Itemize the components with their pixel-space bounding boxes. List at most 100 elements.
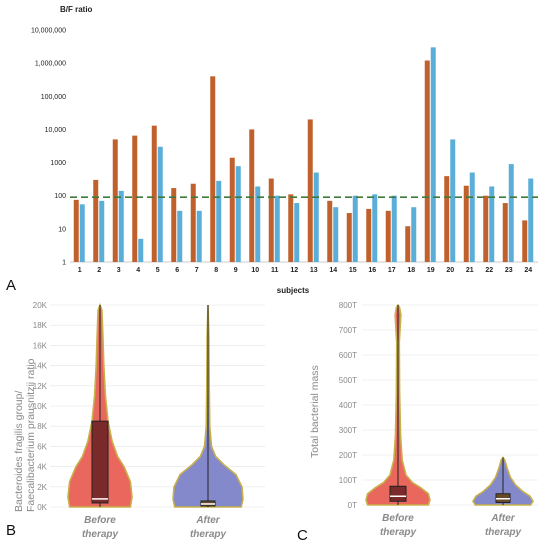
boxplot-before-box: [389, 485, 407, 502]
bar-2: [313, 172, 319, 262]
x-tick-label: 14: [329, 267, 337, 274]
bar-1: [483, 195, 489, 262]
bar-1: [151, 125, 157, 262]
y-tick-label: 0T: [348, 501, 357, 510]
category-label: therapy: [190, 529, 227, 540]
x-tick-label: 4: [136, 267, 140, 274]
y-tick-label: 2K: [37, 483, 47, 492]
panel-letter-b: B: [6, 522, 16, 539]
category-label: After: [490, 513, 515, 524]
y-axis-title-line-1: Bacteroides fragilis group/: [13, 391, 25, 512]
bar-1: [190, 183, 196, 262]
y-tick-label: 400T: [339, 401, 357, 410]
y-tick-label: 1,000,000: [35, 61, 66, 68]
x-axis-title: subjects: [277, 286, 310, 295]
y-tick-label: 700T: [339, 326, 357, 335]
y-axis-title-line-2: Faecalibacterium prausnitzii ratio: [25, 358, 37, 512]
category-label: therapy: [380, 527, 417, 538]
category-label: therapy: [485, 527, 522, 538]
bar-2: [450, 139, 456, 262]
y-tick-label: 0K: [37, 503, 47, 512]
x-tick-label: 5: [156, 267, 160, 274]
bar-1: [463, 185, 469, 262]
x-tick-label: 7: [195, 267, 199, 274]
bar-1: [307, 119, 313, 263]
bar-2: [508, 164, 514, 262]
x-tick-label: 20: [446, 267, 454, 274]
bar-2: [528, 178, 534, 262]
bar-1: [327, 200, 333, 262]
category-label: Before: [382, 513, 414, 524]
y-axis-title: B/F ratio: [60, 5, 93, 14]
bar-1: [268, 178, 274, 262]
bar-2: [235, 166, 241, 262]
panel-c-violin-chart: 0T 100T 200T 300T 400T 500T 600T 700T 800T Total …: [297, 301, 538, 544]
bar-2: [255, 186, 261, 262]
boxplot-before-box: [91, 420, 109, 504]
x-tick-label: 1: [78, 267, 82, 274]
x-tick-label: 15: [349, 267, 357, 274]
x-tick-label: 3: [117, 267, 121, 274]
bar-1: [385, 210, 391, 262]
y-tick-label: 10,000,000: [31, 28, 66, 35]
y-axis-title: Bacteroides fragilis group/Faecalibacter…: [13, 358, 37, 512]
bar-2: [99, 200, 105, 262]
y-tick-label: 1000: [50, 160, 66, 167]
category-label: Before: [84, 515, 116, 526]
category-label: After: [195, 515, 220, 526]
bar-2: [411, 207, 417, 262]
y-tick-label: 14K: [33, 362, 48, 371]
bar-2: [79, 204, 85, 262]
panel-letter-c: C: [297, 527, 308, 544]
bar-1: [93, 179, 99, 262]
x-tick-label: 9: [234, 267, 238, 274]
y-tick-label: 4K: [37, 463, 47, 472]
x-tick-label: 22: [485, 267, 493, 274]
x-tick-label: 21: [466, 267, 474, 274]
bar-2: [469, 172, 475, 262]
y-tick-label: 10: [58, 226, 66, 233]
y-tick-label: 1: [62, 260, 66, 267]
y-tick-label: 100: [54, 193, 66, 200]
y-tick-label: 6K: [37, 442, 47, 451]
bar-1: [502, 203, 508, 262]
bar-1: [229, 157, 235, 262]
bar-2: [333, 207, 339, 262]
x-tick-label: 2: [97, 267, 101, 274]
y-axis-title: Total bacterial mass: [309, 365, 321, 458]
y-tick-label: 8K: [37, 422, 47, 431]
y-tick-label: 800T: [339, 301, 357, 310]
x-tick-label: 19: [427, 267, 435, 274]
bar-2: [391, 195, 397, 262]
x-tick-label: 11: [271, 267, 279, 274]
y-tick-label: 600T: [339, 351, 357, 360]
bar-1: [405, 226, 411, 262]
category-label: therapy: [82, 529, 119, 540]
x-tick-label: 12: [290, 267, 298, 274]
bar-2: [157, 146, 163, 262]
y-tick-label: 100,000: [41, 94, 66, 101]
bar-1: [171, 188, 177, 262]
bar-2: [118, 190, 124, 262]
y-tick-label: 20K: [33, 301, 48, 310]
y-tick-label: 300T: [339, 426, 357, 435]
bar-2: [138, 238, 144, 262]
bar-2: [372, 194, 378, 262]
panel-a-bar-chart: B/F ratio 1 10 100 1000 10,000 100,000 1,000,00…: [6, 5, 538, 295]
x-tick-label: 23: [505, 267, 513, 274]
bar-1: [288, 194, 294, 262]
x-tick-label: 10: [251, 267, 259, 274]
x-tick-label: 18: [407, 267, 415, 274]
bar-1: [112, 139, 118, 262]
bar-1: [424, 60, 430, 262]
bar-1: [73, 199, 79, 262]
bar-1: [444, 176, 450, 262]
x-tick-label: 17: [388, 267, 396, 274]
bar-2: [177, 210, 183, 262]
bar-2: [352, 195, 358, 262]
bar-1: [249, 129, 255, 262]
bar-2: [216, 180, 222, 262]
x-tick-label: 8: [214, 267, 218, 274]
bar-2: [489, 186, 495, 262]
